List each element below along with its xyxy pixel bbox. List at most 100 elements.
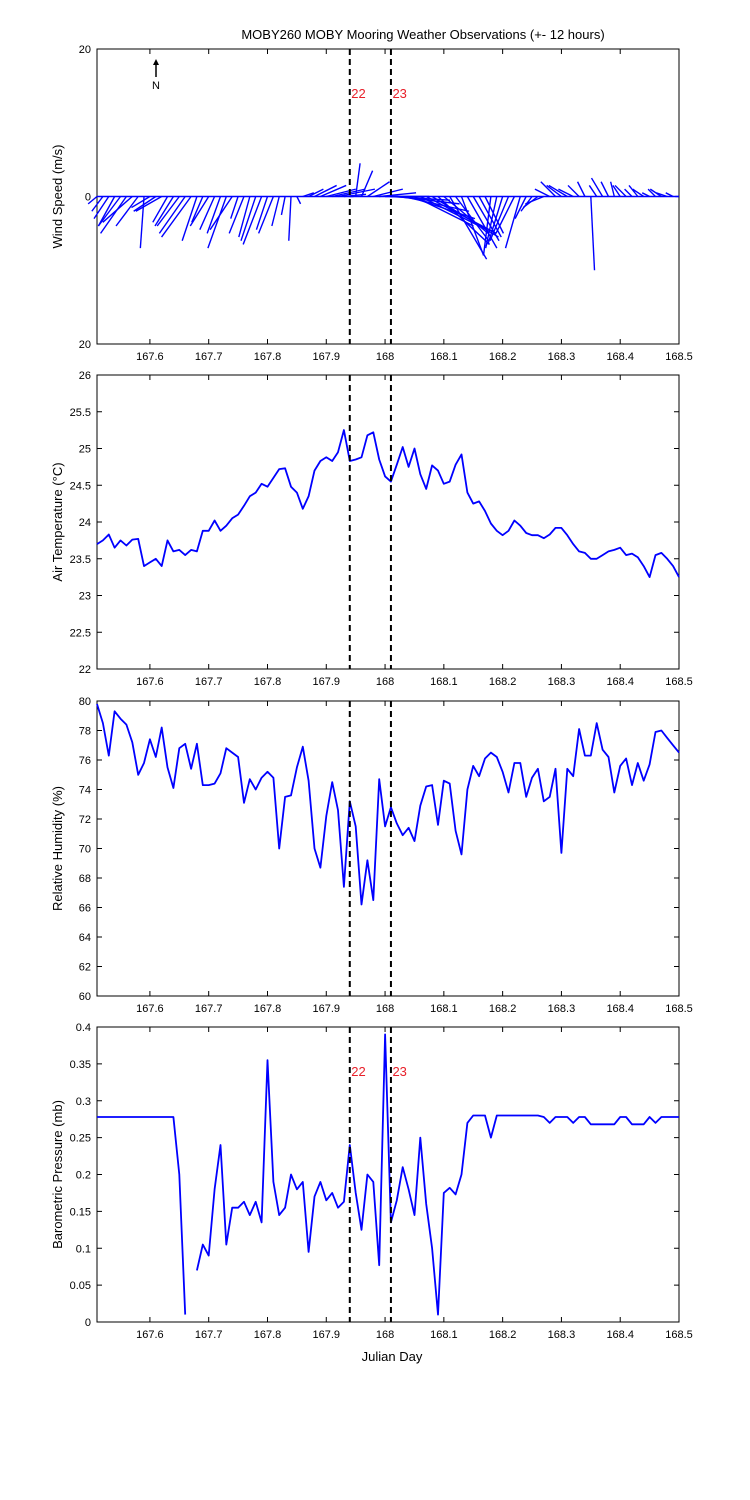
wind-vector [238,196,251,238]
wind-vector [308,188,324,198]
wind-vector [228,196,245,234]
wind-vector [154,196,175,227]
x-tick-label: 168.1 [430,676,458,688]
y-tick-label: 0.3 [76,1096,91,1108]
data-line [97,1116,187,1315]
y-tick-label: 78 [79,726,91,738]
x-tick-label: 167.9 [313,1329,341,1341]
marker-label: 23 [392,86,406,101]
x-tick-label: 168.3 [548,676,576,688]
wind-vector [609,181,616,197]
y-tick-label: 0 [85,192,91,204]
y-axis-label: Barometric Pressure (mb) [50,1100,65,1249]
wind-vector [360,170,374,197]
y-tick-label: 24 [79,517,91,529]
x-tick-label: 168 [376,1003,394,1015]
wind-vector [320,184,347,198]
wind-vector [97,196,122,227]
y-tick-label: 26 [79,370,91,382]
x-tick-label: 167.8 [254,351,282,363]
x-tick-label: 168.2 [489,1329,517,1341]
chart-panels: 167.6 167.7 167.8 167.9 168 168.1 168.2 168.3 16… [50,44,693,1341]
panel-2: 167.6 167.7 167.8 167.9 168 168.1 168.2 168.3 16… [50,370,693,688]
x-tick-label: 168.4 [606,1329,634,1341]
y-tick-label: 74 [79,785,91,797]
wind-vector [649,188,662,198]
x-tick-label: 168.3 [548,1329,576,1341]
x-tick-label: 167.7 [195,1329,223,1341]
y-axis-label: Wind Speed (m/s) [50,144,65,248]
wind-vector [590,177,604,197]
wind-vector [93,196,110,220]
y-tick-label: 22.5 [70,627,91,639]
x-tick-label: 167.6 [136,1329,164,1341]
wind-vector [590,196,596,271]
y-tick-label: 20 [79,44,91,56]
y-tick-label: 0.25 [70,1133,91,1145]
y-tick-label: 72 [79,814,91,826]
y-tick-label: 22 [79,664,91,676]
y-tick-label: 80 [79,696,91,708]
x-tick-label: 168.2 [489,1003,517,1015]
wind-vector [296,196,302,205]
x-tick-label: 168.1 [430,351,458,363]
x-tick-label: 167.7 [195,351,223,363]
wind-vector [641,192,650,198]
wind-vector [207,196,227,249]
y-axis-label: Air Temperature (°C) [50,462,65,581]
wind-vector [460,196,485,256]
wind-vector [484,196,505,234]
wind-vector [665,192,674,198]
x-tick-label: 168.4 [606,676,634,688]
wind-vector [240,196,257,241]
y-tick-label: 0.4 [76,1022,91,1034]
wind-vector [209,196,233,231]
x-tick-label: 167.6 [136,1003,164,1015]
wind-vector [514,196,527,219]
x-tick-label: 167.8 [254,1003,282,1015]
wind-vector [131,195,151,209]
wind-vector [600,181,610,197]
wind-vector [367,181,390,198]
x-tick-label: 168 [376,351,394,363]
wind-vector [115,196,139,227]
x-tick-label: 167.6 [136,351,164,363]
y-tick-label: 0.15 [70,1206,91,1218]
wind-vector [102,195,133,223]
panel-1: 167.6 167.7 167.8 167.9 168 168.1 168.2 168.3 16… [50,44,693,363]
y-tick-label: 0.35 [70,1059,91,1071]
y-tick-label: 64 [79,932,91,944]
wind-vector [199,196,216,230]
y-tick-label: 23.5 [70,554,91,566]
north-label: N [152,80,160,92]
x-tick-label: 168.5 [665,1003,693,1015]
y-tick-label: 68 [79,873,91,885]
x-tick-label: 168.1 [430,1329,458,1341]
y-tick-label: 25 [79,444,91,456]
x-tick-label: 168.3 [548,351,576,363]
wind-vector [655,192,668,198]
wind-vector [455,196,490,242]
wind-vector [487,196,504,245]
x-tick-label: 167.9 [313,351,341,363]
wind-vector [242,196,263,245]
x-tick-label: 168.3 [548,1003,576,1015]
wind-vector [540,181,557,197]
wind-vector [632,188,645,198]
x-tick-label: 168.2 [489,676,517,688]
wind-vector [191,196,204,223]
wind-vector [271,196,280,227]
x-tick-label: 168.1 [430,1003,458,1015]
wind-vector [588,185,598,197]
wind-vector [647,188,656,197]
y-tick-label: 66 [79,903,91,915]
wind-vector [466,196,498,249]
y-tick-label: 70 [79,844,91,856]
x-tick-label: 167.8 [254,676,282,688]
data-line [196,1033,679,1316]
panel-4: 167.6 167.7 167.8 167.9 168 168.1 168.2 168.3 16… [50,1022,693,1341]
y-tick-label: 0 [85,1317,91,1329]
x-tick-label: 167.8 [254,1329,282,1341]
wind-vector [97,196,116,227]
